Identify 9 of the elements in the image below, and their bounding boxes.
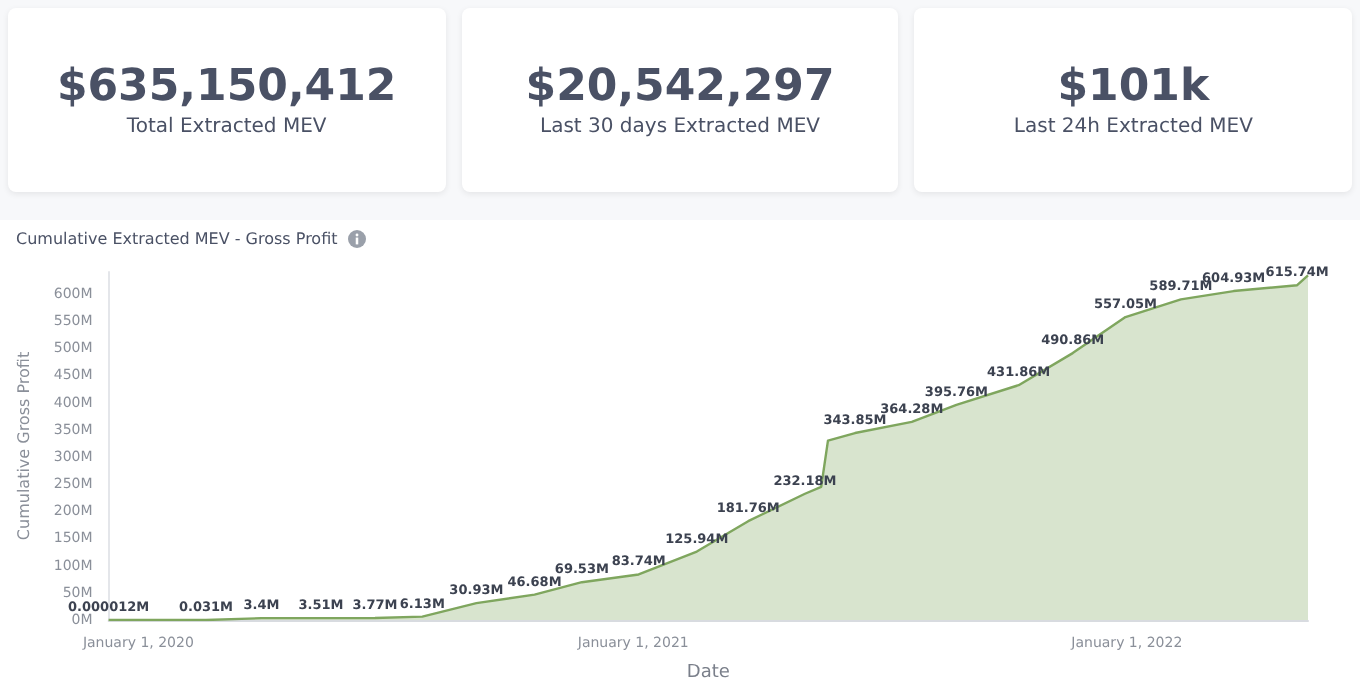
text: Last 24h Extracted MEV — [1013, 116, 1253, 138]
text: Total Extracted MEV — [126, 116, 327, 138]
x-axis-title: Date — [686, 663, 731, 683]
text: $101k — [1057, 62, 1210, 112]
text: $635,150,412 — [56, 62, 397, 112]
text: $20,542,297 — [525, 62, 835, 112]
chart-title: Cumulative Extracted MEV - Gross Profit — [16, 230, 338, 248]
text: Last 30 days Extracted MEV — [540, 116, 820, 138]
y-axis-title: Cumulative Gross Profit — [15, 351, 33, 541]
